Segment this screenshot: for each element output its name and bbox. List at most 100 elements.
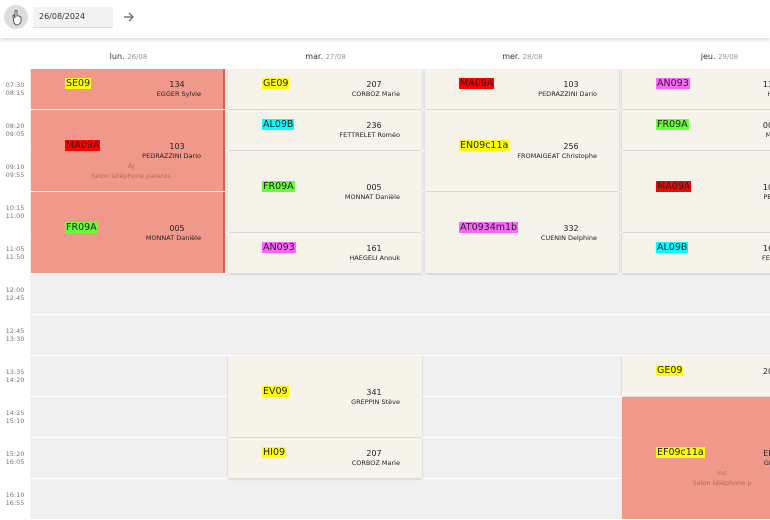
slot-end: 12:45	[5, 294, 25, 302]
class-label: GE09	[656, 365, 684, 376]
lesson[interactable]: HI09 207 CORBOZ Marie	[228, 438, 422, 478]
day-header: lun. 26/08	[30, 52, 227, 61]
room: 341	[366, 387, 382, 397]
class-label: AL09B	[262, 119, 295, 130]
lesson[interactable]: EN09c11a 256 FROMAIGEAT Christophe	[425, 110, 619, 191]
lesson[interactable]: AT0934m1b 332 CUENIN Delphine	[425, 192, 619, 273]
slot-row	[30, 315, 770, 356]
teacher: CORBOZ Marie	[351, 459, 400, 467]
time-slot: 11:05 11:50	[0, 245, 30, 261]
lesson[interactable]: AL09B 236 FETTRELET Roméo	[228, 110, 422, 150]
note: Selon téléphone p	[692, 479, 752, 487]
class-label: EN09c11a	[459, 139, 510, 151]
room: 10	[762, 182, 770, 192]
slot-end: 08:15	[5, 89, 25, 97]
teacher: MONNAT	[765, 131, 770, 139]
class-label: SE09	[65, 78, 92, 89]
time-slot: 15:20 16:05	[0, 450, 30, 466]
class-label: GE09	[262, 78, 290, 89]
lesson[interactable]: MA09A 103 PEDRAZZINI Dario	[425, 69, 619, 109]
day-name: jeu.	[700, 52, 716, 61]
slot-end: 11:50	[5, 253, 25, 261]
lesson[interactable]: MA09A 10PEDRAZZ	[622, 151, 770, 232]
room: 207	[366, 449, 382, 458]
slot-start: 11:05	[5, 245, 25, 253]
room: 134	[169, 80, 185, 89]
slot-end: 13:30	[5, 335, 25, 343]
day-header: mar. 27/08	[227, 52, 424, 61]
room: 332	[563, 223, 579, 233]
teacher: GREPPIN Stève	[351, 397, 400, 406]
lesson[interactable]: MA09A 103 PEDRAZZINI Dario AJ Selon téléphon…	[31, 110, 225, 191]
lesson[interactable]: SE09 134 EGGER Sylvie	[31, 69, 225, 109]
day-date: 28/08	[522, 53, 543, 61]
time-slot: 08:20 09:05	[0, 122, 30, 138]
time-slot: 07:30 08:15	[0, 81, 30, 97]
lesson[interactable]: FR09A 005 MONNAT Danièle	[31, 192, 225, 273]
teacher: PEDRAZZINI Dario	[142, 151, 201, 160]
lesson[interactable]: FR09A 005 MONNAT Danièle	[228, 151, 422, 232]
lesson[interactable]: AN093 161 HAEGELI Anouk	[228, 233, 422, 273]
note: Selon téléphone parents	[91, 171, 171, 180]
teacher: HAEGELI Anouk	[349, 254, 400, 262]
room: 236	[366, 121, 382, 130]
hand-icon	[12, 10, 22, 26]
room: EF	[763, 449, 770, 458]
note: Inc	[717, 469, 727, 477]
slot-end: 15:10	[5, 417, 25, 425]
day-header: mer. 28/08	[424, 52, 621, 61]
lesson[interactable]: FR09A 00MONNAT	[622, 110, 770, 150]
lesson[interactable]: AL09B 16FETTRELE	[622, 233, 770, 273]
time-slot: 16:10 16:55	[0, 491, 30, 507]
teacher: GIROD A	[763, 459, 770, 467]
teacher: CORBOZ Marie	[351, 90, 400, 98]
pointer-button[interactable]	[4, 5, 28, 29]
class-label: FR09A	[65, 221, 98, 233]
time-slot: 12:45 13:30	[0, 327, 30, 343]
class-label: MA09A	[65, 139, 101, 151]
slot-start: 12:45	[5, 327, 25, 335]
room: 00	[762, 121, 770, 130]
slot-end: 11:00	[5, 212, 25, 220]
lesson[interactable]: EV09 341 GREPPIN Stève	[228, 356, 422, 437]
slot-end: 16:05	[5, 458, 25, 466]
teacher: HAEGEL	[768, 90, 770, 98]
date-input[interactable]: 26/08/2024	[33, 7, 113, 28]
lesson[interactable]: GE09 207 CORBOZ Marie	[228, 69, 422, 109]
slot-start: 09:10	[5, 163, 25, 171]
class-label: MA09A	[656, 180, 692, 192]
day-date: 27/08	[325, 53, 346, 61]
next-button[interactable]	[122, 10, 136, 24]
slot-end: 09:05	[5, 130, 25, 138]
lesson[interactable]: AN093 13HAEGEL	[622, 69, 770, 109]
room: 005	[366, 182, 382, 192]
room: 207	[366, 80, 382, 89]
day-name: lun.	[109, 52, 125, 61]
toolbar: 26/08/2024	[0, 0, 770, 38]
day-name: mar.	[305, 52, 324, 61]
class-label: EF09c11a	[656, 447, 705, 458]
lesson[interactable]: GE0920CORBO	[622, 356, 770, 396]
teacher: CUENIN Delphine	[540, 233, 597, 242]
class-label: AL09B	[656, 242, 689, 253]
slot-end: 14:20	[5, 376, 25, 384]
time-slot: 09:10 09:55	[0, 163, 30, 179]
day-header: jeu. 29/08	[621, 52, 770, 61]
room: 13	[762, 80, 770, 89]
slot-start: 08:20	[5, 122, 25, 130]
slot-start: 10:15	[5, 204, 25, 212]
room: 20	[762, 367, 770, 376]
room: 005	[169, 223, 185, 233]
class-label: AN093	[262, 242, 296, 253]
time-slot: 10:15 11:00	[0, 204, 30, 220]
lesson[interactable]: EF09c11a EFGIROD A Inc Selon téléphone p	[622, 397, 770, 519]
slot-start: 07:30	[5, 81, 25, 89]
teacher: MONNAT Danièle	[145, 233, 201, 242]
class-label: AN093	[656, 78, 690, 89]
slot-end: 09:55	[5, 171, 25, 179]
slot-end: 16:55	[5, 499, 25, 507]
slot-start: 12:00	[5, 286, 25, 294]
time-slot: 12:00 12:45	[0, 286, 30, 302]
room: 16	[762, 244, 770, 253]
